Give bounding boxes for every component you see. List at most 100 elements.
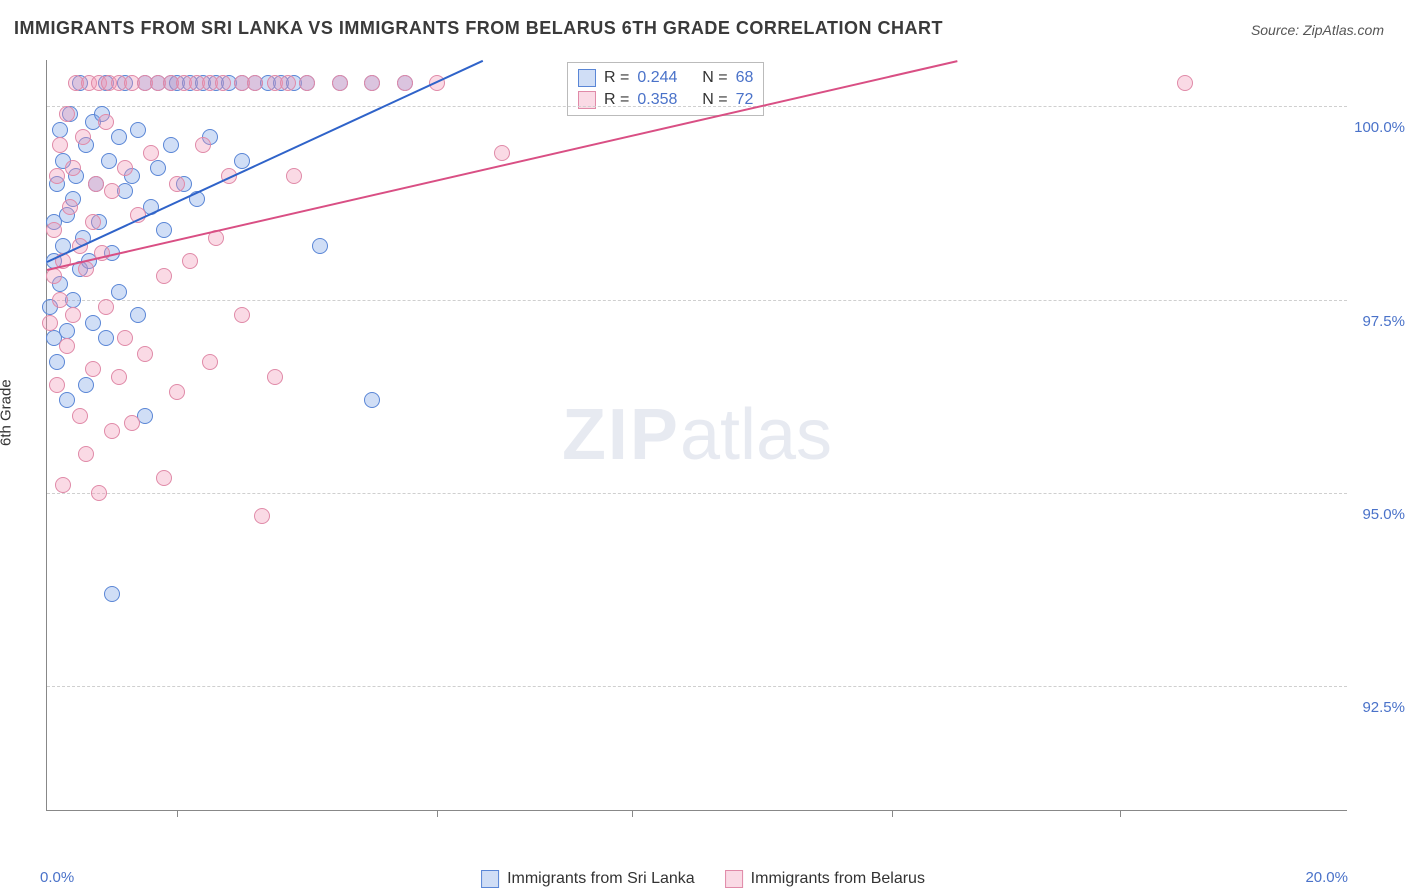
point-belarus — [169, 384, 185, 400]
legend-label-belarus: Immigrants from Belarus — [751, 870, 925, 888]
point-belarus — [49, 168, 65, 184]
point-sri-lanka — [111, 284, 127, 300]
source-prefix: Source: — [1251, 22, 1303, 38]
point-belarus — [364, 75, 380, 91]
point-belarus — [49, 377, 65, 393]
point-belarus — [52, 292, 68, 308]
point-belarus — [59, 338, 75, 354]
point-belarus — [143, 145, 159, 161]
point-belarus — [156, 268, 172, 284]
x-axis-max-label: 20.0% — [1305, 869, 1348, 886]
r-value: 0.244 — [637, 69, 677, 87]
point-sri-lanka — [78, 377, 94, 393]
point-sri-lanka — [85, 315, 101, 331]
y-tick-label: 95.0% — [1362, 506, 1405, 523]
point-belarus — [397, 75, 413, 91]
correlation-stats-box: R = 0.244 N = 68 R =0.358 N =72 — [567, 62, 764, 116]
point-belarus — [182, 253, 198, 269]
point-belarus — [254, 508, 270, 524]
y-tick-label: 92.5% — [1362, 699, 1405, 716]
point-belarus — [169, 176, 185, 192]
stat-swatch-sri-lanka — [578, 69, 596, 87]
x-axis-min-label: 0.0% — [40, 869, 74, 886]
point-belarus — [98, 114, 114, 130]
watermark-bold: ZIP — [562, 395, 680, 475]
point-belarus — [72, 408, 88, 424]
point-sri-lanka — [156, 222, 172, 238]
point-belarus — [117, 160, 133, 176]
point-sri-lanka — [150, 160, 166, 176]
gridline-horizontal: 100.0% — [47, 106, 1347, 107]
point-sri-lanka — [111, 129, 127, 145]
point-belarus — [137, 346, 153, 362]
n-value: 68 — [736, 69, 754, 87]
legend-swatch-belarus — [725, 870, 743, 888]
watermark: ZIPatlas — [562, 394, 832, 476]
point-sri-lanka — [130, 307, 146, 323]
stat-row: R =0.358 N =72 — [576, 89, 755, 111]
point-belarus — [156, 470, 172, 486]
point-belarus — [65, 160, 81, 176]
point-sri-lanka — [98, 330, 114, 346]
point-belarus — [280, 75, 296, 91]
chart-title: IMMIGRANTS FROM SRI LANKA VS IMMIGRANTS … — [14, 18, 943, 39]
point-belarus — [52, 137, 68, 153]
source-label: Source: ZipAtlas.com — [1251, 22, 1384, 38]
point-sri-lanka — [59, 323, 75, 339]
point-belarus — [332, 75, 348, 91]
r-label: R = — [604, 69, 629, 87]
point-sri-lanka — [59, 392, 75, 408]
x-tick — [437, 810, 438, 817]
point-belarus — [124, 415, 140, 431]
point-belarus — [494, 145, 510, 161]
x-tick — [177, 810, 178, 817]
point-belarus — [42, 315, 58, 331]
x-tick — [892, 810, 893, 817]
point-belarus — [62, 199, 78, 215]
point-belarus — [98, 299, 114, 315]
point-belarus — [111, 369, 127, 385]
point-belarus — [117, 330, 133, 346]
point-belarus — [299, 75, 315, 91]
y-axis-title: 6th Grade — [0, 379, 15, 446]
legend: Immigrants from Sri Lanka Immigrants fro… — [481, 870, 925, 888]
point-belarus — [65, 307, 81, 323]
point-belarus — [286, 168, 302, 184]
point-belarus — [88, 176, 104, 192]
point-belarus — [55, 477, 71, 493]
gridline-horizontal: 97.5% — [47, 300, 1347, 301]
legend-swatch-sri-lanka — [481, 870, 499, 888]
point-belarus — [104, 183, 120, 199]
point-sri-lanka — [312, 238, 328, 254]
point-sri-lanka — [101, 153, 117, 169]
x-tick — [632, 810, 633, 817]
y-tick-label: 97.5% — [1362, 313, 1405, 330]
point-belarus — [85, 214, 101, 230]
gridline-horizontal: 95.0% — [47, 493, 1347, 494]
point-sri-lanka — [49, 354, 65, 370]
point-sri-lanka — [130, 122, 146, 138]
source-name: ZipAtlas.com — [1303, 22, 1384, 38]
point-belarus — [46, 268, 62, 284]
point-belarus — [195, 137, 211, 153]
point-sri-lanka — [104, 586, 120, 602]
point-sri-lanka — [364, 392, 380, 408]
point-belarus — [202, 354, 218, 370]
stat-row: R = 0.244 N = 68 — [576, 67, 755, 89]
point-belarus — [78, 446, 94, 462]
plot-area: ZIPatlas R =0.244 N =68R =0.358 N =72 92… — [46, 60, 1347, 811]
n-label: N = — [702, 69, 727, 87]
point-belarus — [247, 75, 263, 91]
legend-item-belarus: Immigrants from Belarus — [725, 870, 925, 888]
point-sri-lanka — [52, 122, 68, 138]
point-belarus — [75, 129, 91, 145]
point-sri-lanka — [163, 137, 179, 153]
point-belarus — [215, 75, 231, 91]
point-belarus — [85, 361, 101, 377]
point-belarus — [234, 307, 250, 323]
point-belarus — [104, 423, 120, 439]
chart-container: IMMIGRANTS FROM SRI LANKA VS IMMIGRANTS … — [0, 0, 1406, 892]
point-belarus — [267, 369, 283, 385]
point-belarus — [1177, 75, 1193, 91]
trendline-belarus — [47, 60, 957, 271]
